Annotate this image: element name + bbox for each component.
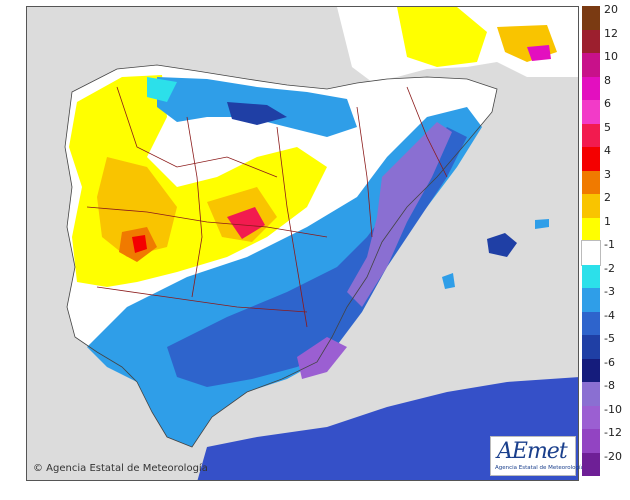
warm-zone-center-hot	[227, 207, 265, 239]
legend-swatch	[582, 6, 600, 30]
legend-label: 1	[604, 214, 611, 228]
legend-swatch	[582, 405, 600, 429]
warm-zone-hotspot-2	[132, 235, 147, 253]
legend-swatch	[582, 29, 600, 53]
legend-label: 6	[604, 97, 611, 110]
legend-label: 20	[604, 3, 618, 16]
legend-label: -20	[604, 449, 622, 463]
legend-label: -3	[604, 285, 615, 298]
legend-swatch	[582, 429, 600, 453]
legend-swatch	[582, 335, 600, 359]
africa-landmass	[197, 377, 578, 480]
legend-swatch	[582, 382, 600, 406]
cold-zone-se-purple	[297, 337, 347, 379]
legend-label: 3	[604, 167, 611, 181]
legend-label: 5	[604, 120, 611, 134]
province-borders	[86, 86, 448, 328]
warm-zone-france-hot	[527, 45, 551, 61]
legend-swatch	[582, 170, 600, 194]
legend-swatch	[582, 194, 600, 218]
legend-swatch	[582, 147, 600, 171]
legend-swatch	[582, 217, 600, 241]
legend-swatch	[582, 76, 600, 100]
legend-label: -1	[604, 238, 615, 251]
legend-swatch	[582, 311, 600, 335]
legend-swatch	[582, 100, 600, 124]
legend-label: -8	[604, 379, 615, 392]
warm-zone-west-2	[97, 157, 177, 257]
legend-swatch	[582, 452, 600, 476]
legend-label: 8	[604, 73, 611, 87]
legend-swatch	[582, 288, 600, 312]
legend-swatch	[582, 358, 600, 382]
cold-zone-south-deep	[167, 127, 467, 387]
legend-label: -6	[604, 355, 615, 369]
legend-label: 12	[604, 26, 618, 40]
mallorca	[487, 233, 517, 257]
legend-swatch	[582, 53, 600, 77]
logo-subtitle: Agencia Estatal de Meteorología	[495, 465, 584, 471]
color-legend: 20 12 10 8 6 5 4 3 2 1 -1 -2 -3 -4 -5 -6 -8 -10 -12 -20	[581, 3, 628, 476]
cold-zone-east-purple	[347, 122, 452, 307]
legend-swatch	[582, 264, 600, 288]
legend-label: -2	[604, 261, 615, 275]
legend-label: 4	[604, 144, 611, 157]
ibiza	[442, 273, 455, 289]
logo-wordmark: AEmet	[497, 439, 568, 464]
legend-label: -10	[604, 402, 622, 416]
legend-swatch	[582, 123, 600, 147]
anomaly-map	[26, 6, 579, 481]
warm-zone-france	[397, 7, 487, 67]
aemet-logo: AEmet Agencia Estatal de Meteorología	[490, 436, 584, 476]
cold-zone-north-core	[227, 102, 287, 125]
legend-label: 2	[604, 191, 611, 204]
legend-swatch	[581, 240, 601, 266]
cold-zone-northwest	[147, 77, 177, 102]
map-canvas	[27, 7, 578, 480]
map-credit: © Agencia Estatal de Meteorología	[33, 463, 208, 474]
legend-label: 10	[604, 50, 618, 63]
menorca	[535, 219, 549, 229]
iberia-coastline	[64, 64, 498, 448]
legend-label: -4	[604, 308, 615, 322]
legend-label: -12	[604, 426, 622, 439]
legend-label: -5	[604, 332, 615, 345]
